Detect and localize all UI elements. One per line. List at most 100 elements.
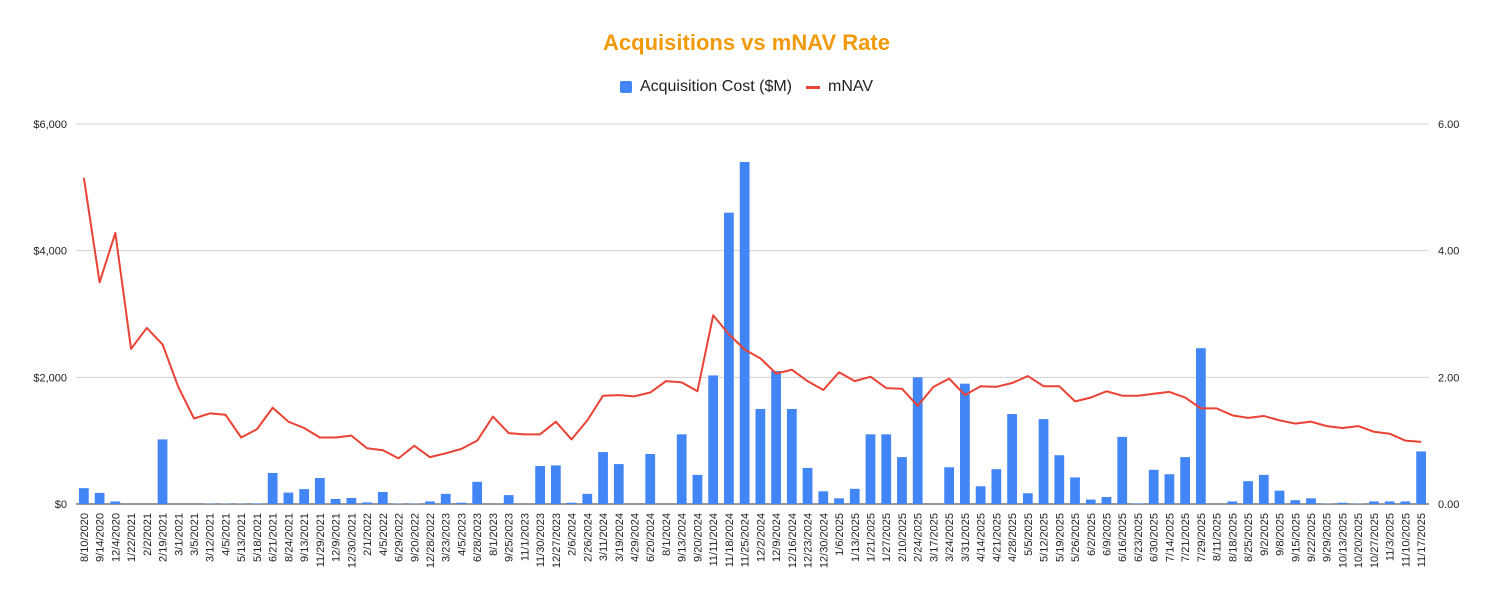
x-tick-label: 10/13/2025 [1337,513,1349,568]
bar [724,212,734,504]
y-left-tick-label: $0 [55,499,67,511]
x-tick-label: 2/1/2022 [362,513,374,556]
x-tick-label: 3/1/2021 [173,513,185,556]
bar [94,492,105,504]
x-tick-label: 12/4/2020 [110,513,122,562]
bar [1038,419,1049,504]
legend-label-mnav: mNAV [828,78,874,95]
y-right-tick-label: 4.00 [1438,246,1459,258]
x-tick-label: 5/26/2025 [1070,513,1082,562]
legend: Acquisition Cost ($M) mNAV [0,78,1493,96]
x-tick-label: 11/10/2025 [1400,513,1412,567]
legend-item-acquisition-cost[interactable]: Acquisition Cost ($M) [619,78,792,96]
y-left-tick-label: $6,000 [33,119,67,131]
chart-title: Acquisitions vs mNAV Rate [603,30,890,55]
x-tick-label: 5/12/2025 [1039,513,1051,562]
bar [314,478,325,504]
x-tick-label: 11/3/2025 [1385,513,1397,561]
x-tick-label: 3/31/2025 [960,513,972,562]
x-tick-label: 2/6/2024 [567,513,579,556]
legend-swatch-bar [619,81,632,93]
x-tick-label: 5/13/2021 [236,513,248,562]
bar [944,467,955,504]
bar [598,452,608,504]
x-tick-label: 11/11/2024 [708,513,720,566]
x-tick-label: 3/24/2025 [944,513,956,562]
bar [755,409,766,504]
bar [1022,493,1033,504]
x-tick-label: 12/30/2021 [346,513,358,568]
bar [1306,498,1316,504]
x-tick-label: 12/9/2024 [771,513,783,562]
x-tick-label: 11/29/2021 [315,513,327,567]
bar [1007,414,1017,504]
x-tick-label: 10/27/2025 [1369,513,1381,568]
bar [897,457,907,504]
legend-label-acquisition-cost: Acquisition Cost ($M) [639,78,792,95]
bar [881,434,892,504]
x-tick-label: 12/9/2021 [331,513,343,562]
bar [645,453,656,504]
bar [613,464,624,504]
bar [566,502,577,504]
x-tick-label: 1/13/2025 [850,513,862,562]
bar [582,493,593,504]
bar [252,503,262,504]
bar [78,488,89,504]
x-tick-label: 1/27/2025 [881,513,893,562]
bar [346,497,357,504]
x-tick-label: 6/29/2022 [394,513,406,562]
x-tick-label: 6/30/2025 [1149,513,1161,562]
bar [1384,501,1395,504]
bar [771,371,781,504]
x-tick-label: 3/11/2024 [598,513,610,561]
bar [377,491,388,504]
x-tick-label: 3/19/2024 [614,513,626,562]
x-tick-label: 7/14/2025 [1164,513,1176,562]
x-tick-label: 9/15/2025 [1290,513,1302,562]
bar [849,488,860,504]
x-tick-label: 4/5/2023 [456,513,468,556]
x-tick-label: 4/5/2021 [220,513,232,556]
bar [1290,500,1301,504]
x-tick-label: 4/29/2024 [630,513,642,562]
x-tick-label: 2/10/2025 [897,513,909,562]
x-tick-label: 2/2/2021 [142,513,154,556]
bar [1101,497,1112,504]
x-tick-label: 11/18/2024 [724,513,736,567]
bar [1133,503,1143,504]
bar [299,489,309,504]
x-tick-label: 6/2/2025 [1086,513,1098,556]
bar [692,474,703,504]
bar [425,501,435,504]
bar [1117,436,1128,504]
mnav-line [82,177,1422,460]
bar [708,375,719,504]
x-tick-label: 12/23/2024 [803,513,815,568]
bar [1369,501,1379,504]
bar [739,162,750,504]
x-tick-label: 3/5/2021 [189,513,201,556]
x-tick-label: 1/21/2025 [865,513,877,562]
x-tick-label: 3/12/2021 [205,513,217,562]
bar [472,481,483,504]
bar [330,498,341,504]
bar [283,492,294,504]
x-tick-label: 9/14/2020 [95,513,107,562]
x-tick-label: 9/22/2025 [1306,513,1318,562]
x-tick-label: 5/18/2021 [252,513,264,562]
bar [834,498,844,504]
line-layer [82,177,1422,460]
x-tick-label: 6/23/2025 [1133,513,1145,562]
x-tick-label: 11/17/2025 [1416,513,1428,567]
x-tick-label: 1/6/2025 [834,513,846,556]
bar [1337,502,1348,504]
bar [1164,474,1175,504]
x-tick-label: 9/20/2024 [692,513,704,562]
y-right-tick-label: 0.00 [1438,499,1459,511]
legend-item-mnav[interactable]: mNAV [806,78,873,96]
bar [1148,469,1159,504]
x-tick-label: 9/8/2025 [1275,513,1287,556]
x-tick-label: 8/25/2025 [1243,513,1255,562]
x-tick-label: 9/20/2022 [409,513,421,562]
